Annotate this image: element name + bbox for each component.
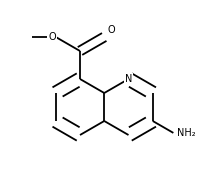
Text: N: N [125, 74, 132, 84]
Text: O: O [48, 32, 56, 42]
Text: O: O [107, 25, 115, 35]
Text: NH₂: NH₂ [177, 128, 196, 138]
